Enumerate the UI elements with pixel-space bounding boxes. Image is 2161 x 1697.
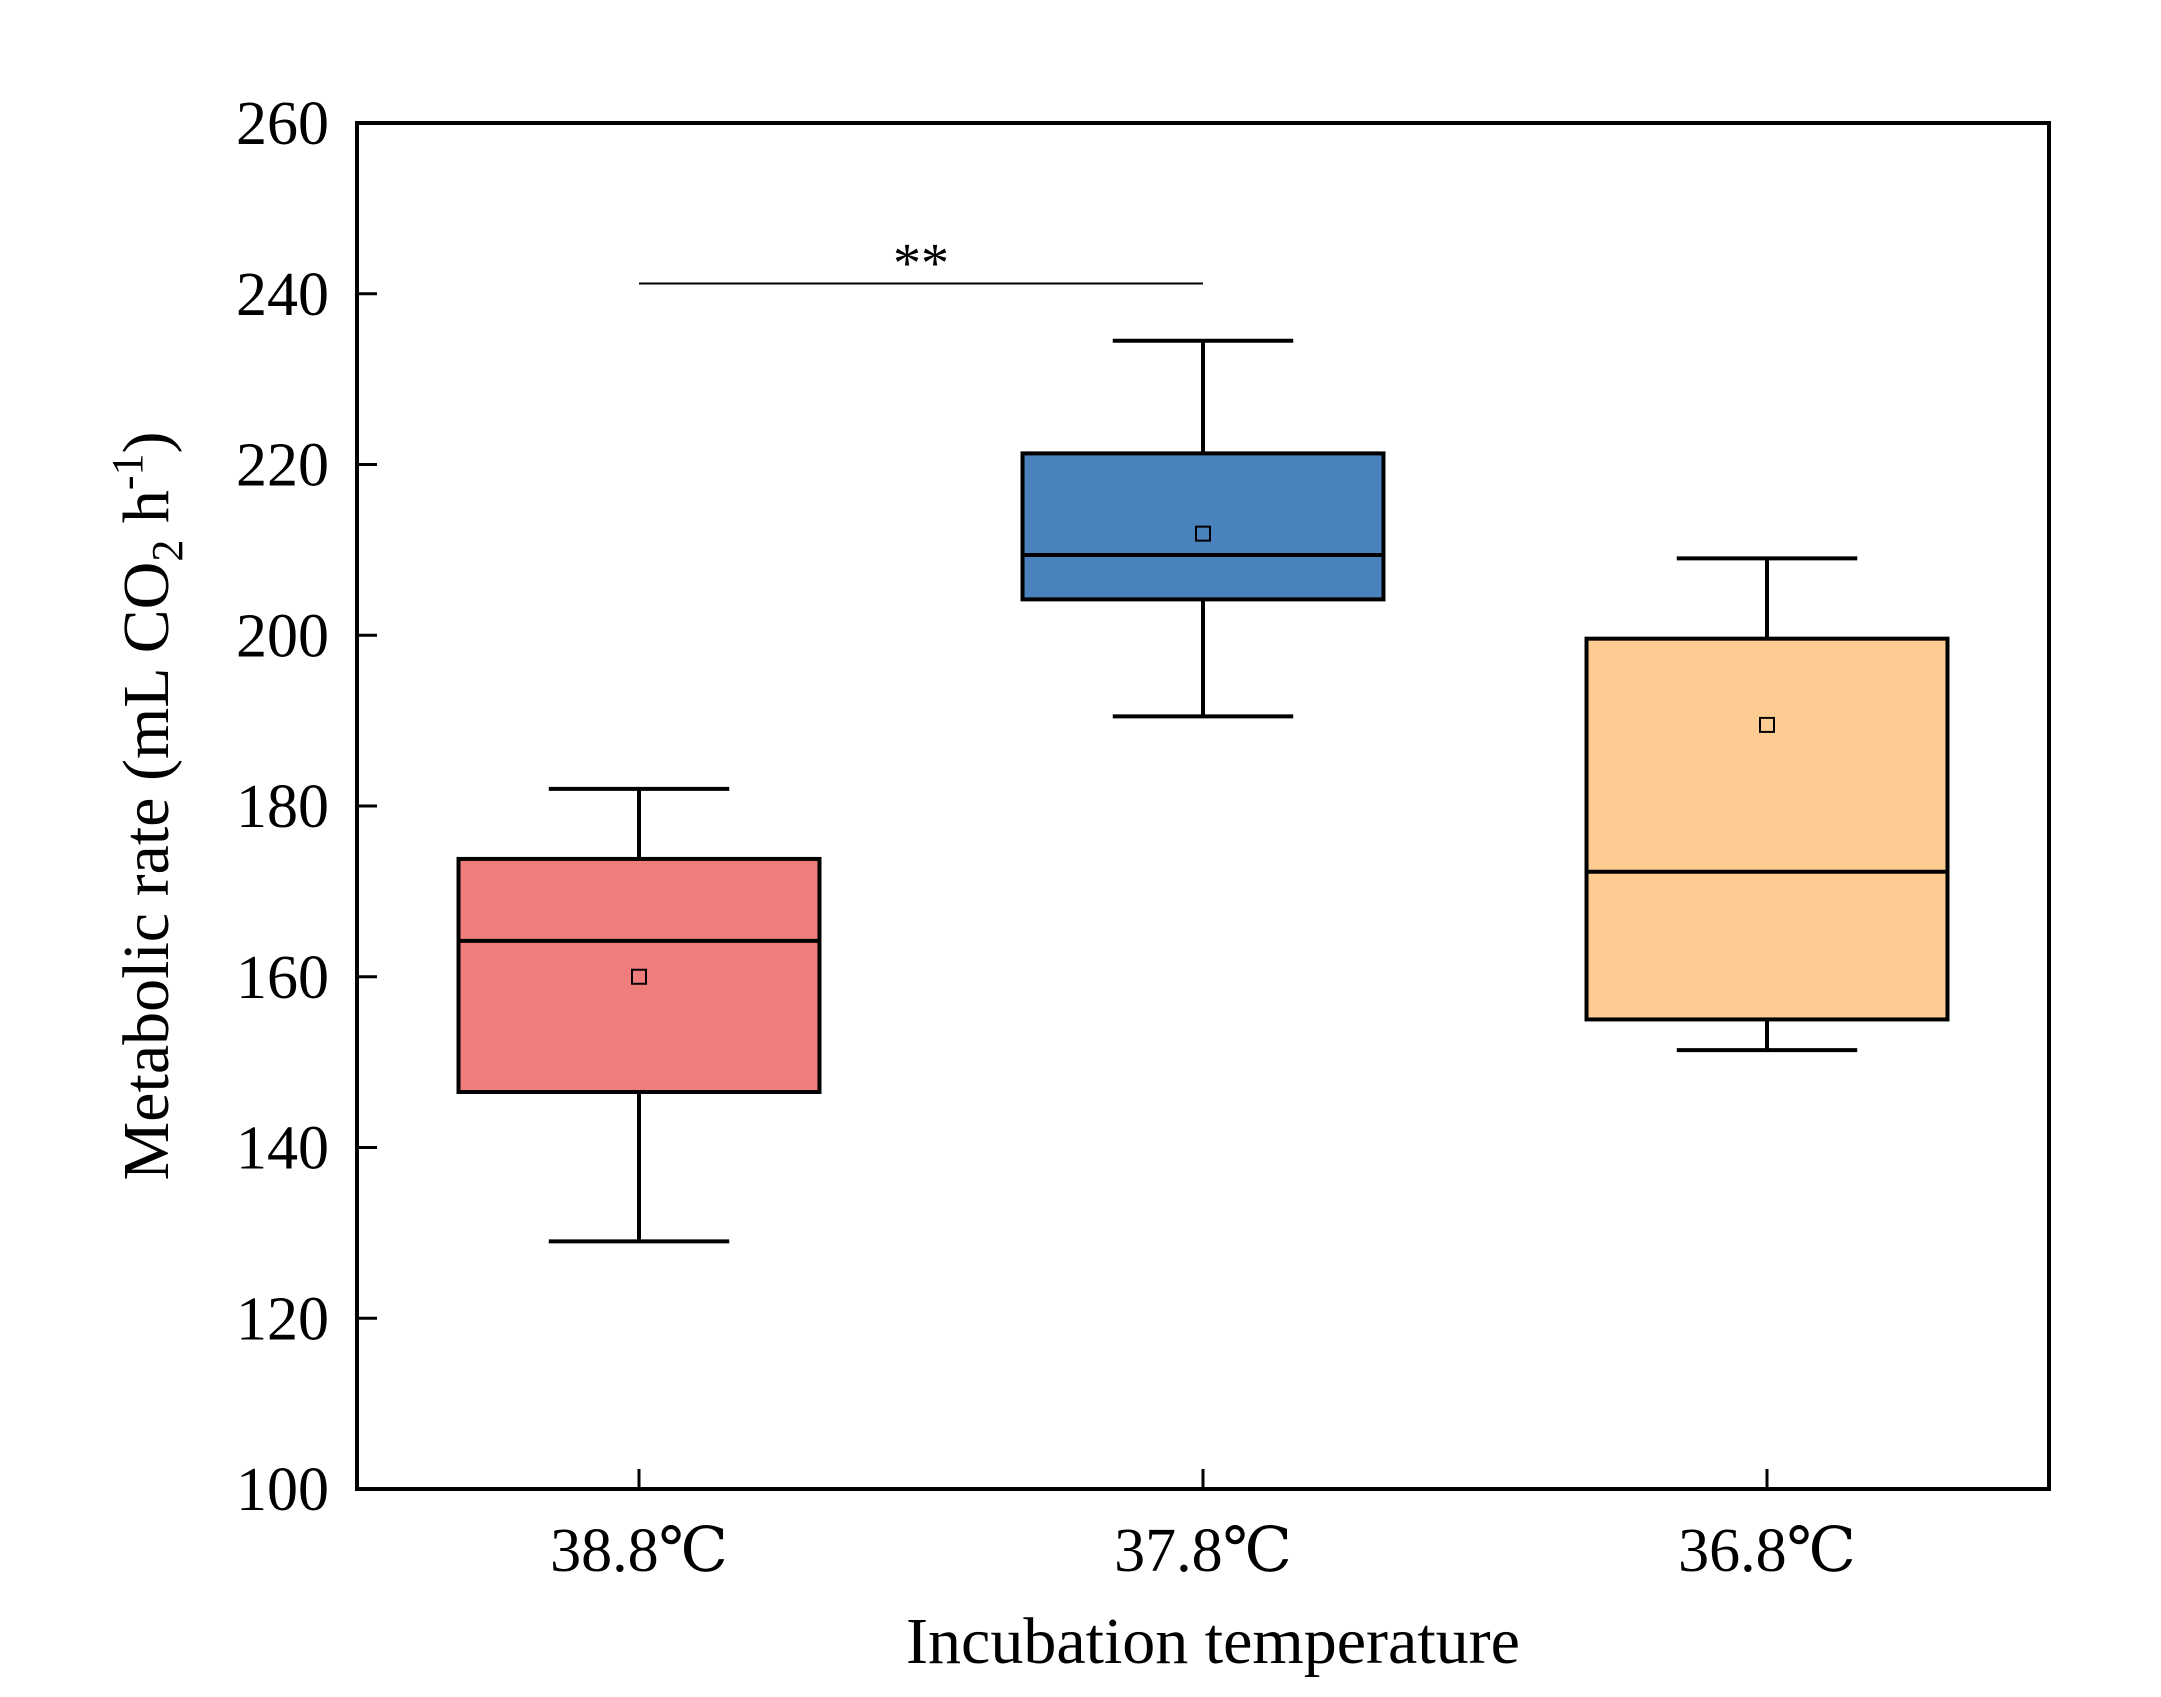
y-tick-label: 240 [236, 261, 329, 329]
y-tick-label: 120 [236, 1285, 329, 1353]
x-tick-label: 36.8℃ [1678, 1517, 1856, 1585]
y-axis-title: Metabolic rate (mL CO2 h-1) [103, 432, 192, 1181]
box-2 [1020, 338, 1386, 719]
mean-marker [631, 968, 647, 985]
mean-marker [1759, 716, 1775, 733]
y-tick-label: 100 [236, 1456, 329, 1524]
y-tick-label: 140 [236, 1115, 329, 1183]
significance-annotation: ** [639, 233, 1203, 295]
box-body [1584, 636, 1950, 1022]
significance-label: ** [893, 233, 949, 295]
mean-marker [1195, 525, 1211, 542]
x-tick-label: 38.8℃ [550, 1517, 728, 1585]
plot-area: ** [456, 233, 1950, 1244]
y-axis-title-unit: h [110, 490, 183, 540]
x-axis-title: Incubation temperature [906, 1605, 1520, 1678]
x-axis: 38.8℃ 37.8℃ 36.8℃ [550, 1469, 1856, 1585]
y-tick-label: 180 [236, 773, 329, 841]
x-tick-label: 37.8℃ [1114, 1517, 1292, 1585]
y-tick-label: 160 [236, 944, 329, 1012]
y-tick-label: 200 [236, 602, 329, 670]
y-axis-title-superscript: -1 [103, 453, 152, 490]
y-axis-title-main: Metabolic rate (mL CO [110, 562, 183, 1181]
y-axis-title-close: ) [110, 432, 183, 454]
y-axis: 100 120 140 160 180 200 220 240 260 [236, 90, 377, 1524]
box-1 [456, 786, 822, 1244]
y-axis-title-subscript: 2 [143, 540, 192, 562]
box-3 [1584, 556, 1950, 1053]
y-tick-label: 220 [236, 432, 329, 500]
box-body [456, 856, 822, 1095]
y-tick-label: 260 [236, 90, 329, 158]
